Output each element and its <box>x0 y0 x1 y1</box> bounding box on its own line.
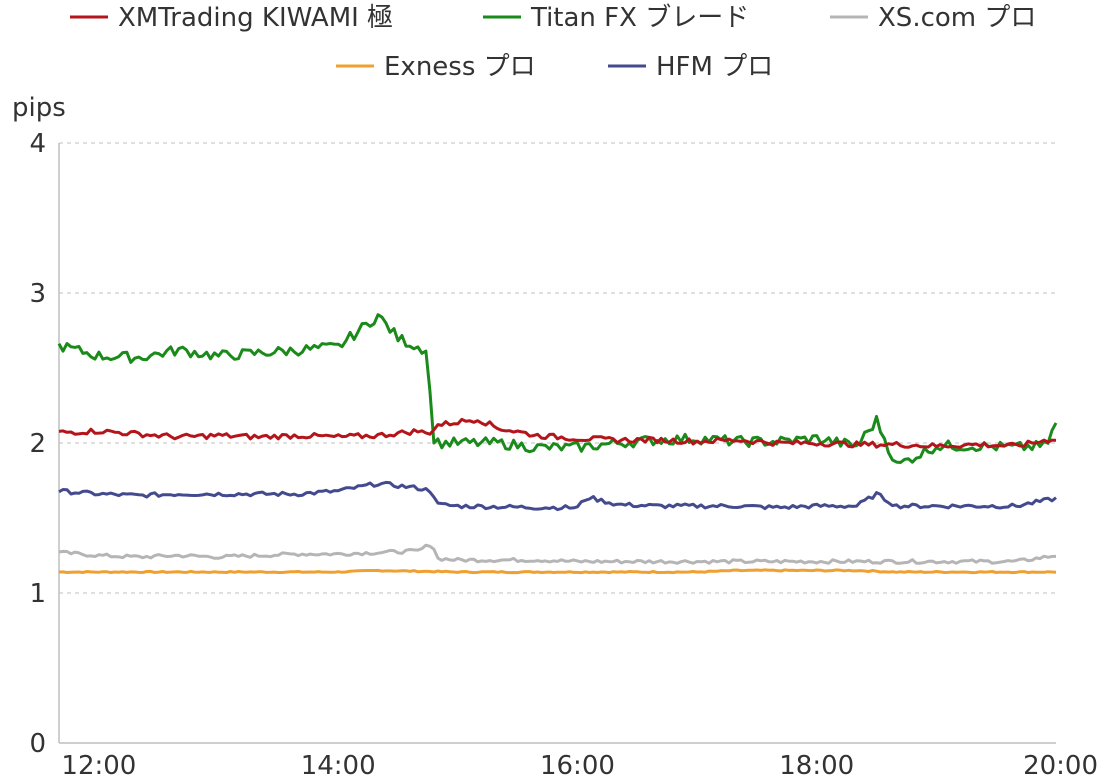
y-axis-unit-label: pips <box>12 93 66 123</box>
x-tick-label: 14:00 <box>301 751 376 776</box>
y-axis-ticks: 0 1 2 3 4 <box>29 129 46 759</box>
legend-item-label: Titan FX ブレード <box>530 3 749 33</box>
series-lines <box>57 313 1058 575</box>
series-line <box>58 417 1057 449</box>
x-tick-label: 12:00 <box>61 751 136 776</box>
legend-item-label: XS.com プロ <box>878 3 1036 33</box>
chart-legend: XMTrading KIWAMI 極 Titan FX ブレード XS.com プロ… <box>70 3 1036 82</box>
series-line <box>58 568 1057 575</box>
y-tick-label: 1 <box>29 579 46 609</box>
legend-item-label: XMTrading KIWAMI 極 <box>118 3 393 33</box>
x-tick-label: 16:00 <box>540 751 615 776</box>
x-axis-ticks: 12:00 14:00 16:00 18:00 20:00 <box>61 751 1098 776</box>
y-tick-label: 3 <box>29 279 46 309</box>
x-tick-label: 20:00 <box>1023 751 1098 776</box>
y-tick-label: 4 <box>29 129 46 159</box>
series-line <box>57 313 1058 464</box>
series-line <box>58 480 1057 512</box>
y-tick-label: 0 <box>29 729 46 759</box>
y-tick-label: 2 <box>29 429 46 459</box>
grid-lines <box>59 142 1056 594</box>
legend-item-label: HFM プロ <box>656 52 773 82</box>
legend-item-label: Exness プロ <box>384 52 536 82</box>
x-tick-label: 18:00 <box>779 751 854 776</box>
series-line <box>58 543 1057 565</box>
